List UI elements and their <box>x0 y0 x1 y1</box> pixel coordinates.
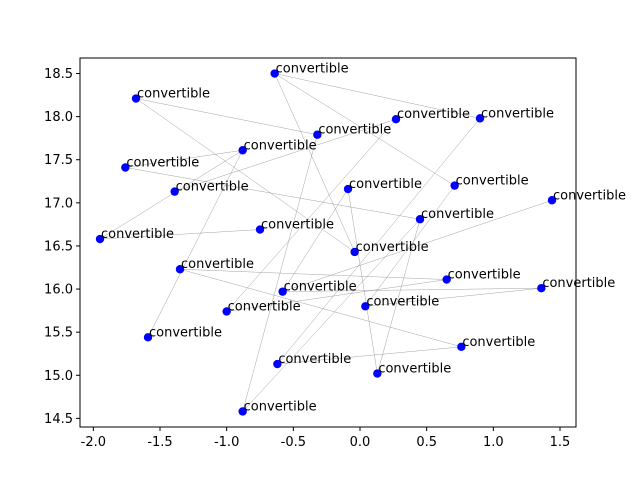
data-point-10 <box>547 196 557 205</box>
edge-line-3 <box>135 98 355 253</box>
point-label-9: convertible <box>456 174 529 189</box>
data-point-1 <box>131 94 141 103</box>
edge-line-6 <box>277 118 481 365</box>
data-point-5 <box>238 146 247 155</box>
data-point-17 <box>537 283 546 293</box>
edge-line-25 <box>274 73 355 253</box>
point-label-14: convertible <box>356 240 429 255</box>
edge-line-23 <box>377 219 421 374</box>
data-point-18 <box>278 287 287 296</box>
data-point-24 <box>373 369 382 378</box>
edge-line-24 <box>282 287 542 292</box>
point-label-13: convertible <box>101 227 174 242</box>
point-label-7: convertible <box>176 180 249 195</box>
edge-line-14 <box>365 185 455 307</box>
data-point-4 <box>313 130 322 139</box>
data-point-6 <box>121 163 130 172</box>
point-label-22: convertible <box>462 335 535 350</box>
point-label-15: convertible <box>181 257 254 272</box>
x-tick-label-6: 1.0 <box>483 435 504 450</box>
y-tick-label-5: 17.0 <box>44 196 73 211</box>
x-tick-label-2: -1.0 <box>214 435 239 450</box>
x-tick-label-0: -2.0 <box>81 435 106 450</box>
data-point-14 <box>350 247 359 257</box>
edge-line-8 <box>125 150 243 168</box>
edge-line-21 <box>226 279 447 312</box>
y-axis: 14.5 15.0 15.5 16.0 16.5 17.0 17.5 18.0 18.5 <box>44 67 80 427</box>
plot-area-frame <box>79 57 577 428</box>
edge-line-9 <box>99 150 243 240</box>
data-point-21 <box>143 333 153 342</box>
y-tick-label-6: 17.5 <box>44 153 73 168</box>
data-point-23 <box>273 359 282 369</box>
edge-line-18 <box>179 268 447 280</box>
edge-line-11 <box>125 167 421 220</box>
point-label-2: convertible <box>397 107 470 122</box>
x-tick-label-3: -0.5 <box>281 435 306 450</box>
point-label-0: convertible <box>276 62 349 77</box>
point-label-10: convertible <box>553 188 626 203</box>
point-label-6: convertible <box>126 155 199 170</box>
y-tick-label-0: 14.5 <box>44 412 73 427</box>
edge-line-20 <box>365 287 542 307</box>
y-tick-label-1: 15.0 <box>44 369 73 384</box>
x-tick-label-1: -1.5 <box>147 435 172 450</box>
data-point-22 <box>457 342 466 352</box>
x-tick-label-5: 0.5 <box>416 435 437 450</box>
data-point-0 <box>270 69 279 78</box>
data-point-25 <box>238 407 247 416</box>
point-label-24: convertible <box>378 362 451 377</box>
edge-line-15 <box>282 200 553 292</box>
point-label-18: convertible <box>284 280 357 295</box>
point-label-20: convertible <box>228 299 301 314</box>
point-label-21: convertible <box>149 325 222 340</box>
x-tick-label-4: 0.0 <box>350 435 371 450</box>
edge-line-19 <box>179 268 462 348</box>
data-point-7 <box>170 187 179 196</box>
data-point-13 <box>95 234 105 244</box>
point-label-1: convertible <box>137 87 210 102</box>
edge-line-16 <box>242 219 421 412</box>
x-axis: -2.0 -1.5 -1.0 -0.5 0.0 0.5 1.0 1.5 <box>81 427 571 450</box>
edge-layer <box>99 73 553 412</box>
data-point-15 <box>175 265 185 274</box>
y-tick-label-2: 15.5 <box>44 326 73 341</box>
y-tick-label-3: 16.0 <box>44 283 73 298</box>
point-label-12: convertible <box>261 218 334 233</box>
data-point-11 <box>415 215 425 224</box>
edge-line-0 <box>274 73 481 119</box>
data-point-19 <box>361 302 370 311</box>
data-point-20 <box>222 307 231 316</box>
point-label-11: convertible <box>421 207 494 222</box>
point-label-17: convertible <box>542 276 615 291</box>
edge-line-5 <box>226 119 397 312</box>
point-label-19: convertible <box>366 294 439 309</box>
point-label-5: convertible <box>244 138 317 153</box>
edge-line-2 <box>135 98 318 135</box>
point-label-16: convertible <box>448 268 521 283</box>
edge-line-4 <box>174 118 397 192</box>
data-point-8 <box>343 184 353 194</box>
edge-line-17 <box>99 229 261 240</box>
point-label-3: convertible <box>481 106 554 121</box>
y-tick-label-7: 18.0 <box>44 110 73 125</box>
point-label-23: convertible <box>278 352 351 367</box>
point-layer <box>95 69 557 416</box>
point-label-layer: convertible convertible convertible convert… <box>101 62 626 415</box>
point-label-8: convertible <box>349 177 422 192</box>
edge-line-10 <box>147 150 243 338</box>
x-tick-label-7: 1.5 <box>550 435 571 450</box>
y-tick-label-8: 18.5 <box>44 67 73 82</box>
point-label-4: convertible <box>318 123 391 138</box>
data-point-2 <box>391 115 401 124</box>
data-point-9 <box>450 181 459 190</box>
edge-line-12 <box>282 188 349 292</box>
y-tick-label-4: 16.5 <box>44 239 73 254</box>
data-point-3 <box>475 114 485 123</box>
point-label-25: convertible <box>244 399 317 414</box>
data-point-12 <box>255 225 265 234</box>
edge-line-22 <box>277 346 462 365</box>
data-point-16 <box>442 275 451 284</box>
